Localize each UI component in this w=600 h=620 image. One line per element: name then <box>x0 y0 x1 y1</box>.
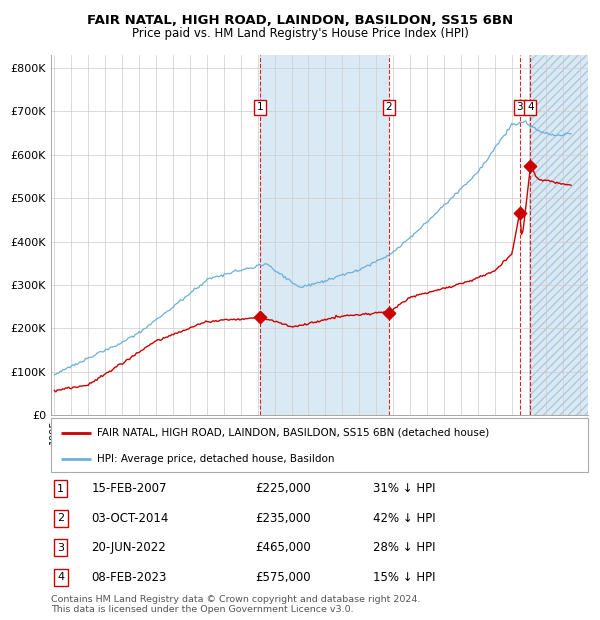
Point <box>384 308 394 318</box>
Text: 2: 2 <box>386 102 392 112</box>
Text: 4: 4 <box>57 572 64 582</box>
Point <box>526 161 535 171</box>
Text: HPI: Average price, detached house, Basildon: HPI: Average price, detached house, Basi… <box>97 453 334 464</box>
Text: £575,000: £575,000 <box>255 571 311 584</box>
Text: FAIR NATAL, HIGH ROAD, LAINDON, BASILDON, SS15 6BN: FAIR NATAL, HIGH ROAD, LAINDON, BASILDON… <box>87 14 513 27</box>
Text: 3: 3 <box>57 542 64 553</box>
FancyBboxPatch shape <box>51 418 588 472</box>
Text: 20-JUN-2022: 20-JUN-2022 <box>91 541 166 554</box>
Text: 15-FEB-2007: 15-FEB-2007 <box>91 482 167 495</box>
Text: 3: 3 <box>517 102 523 112</box>
Bar <box>260 55 389 415</box>
Text: Price paid vs. HM Land Registry's House Price Index (HPI): Price paid vs. HM Land Registry's House … <box>131 27 469 40</box>
Text: 03-OCT-2014: 03-OCT-2014 <box>91 512 169 525</box>
Text: Contains HM Land Registry data © Crown copyright and database right 2024.
This d: Contains HM Land Registry data © Crown c… <box>51 595 421 614</box>
Text: 28% ↓ HPI: 28% ↓ HPI <box>373 541 436 554</box>
Bar <box>530 55 588 415</box>
Text: 31% ↓ HPI: 31% ↓ HPI <box>373 482 436 495</box>
Text: 1: 1 <box>57 484 64 494</box>
Point <box>515 208 524 218</box>
Text: FAIR NATAL, HIGH ROAD, LAINDON, BASILDON, SS15 6BN (detached house): FAIR NATAL, HIGH ROAD, LAINDON, BASILDON… <box>97 428 489 438</box>
Text: £465,000: £465,000 <box>255 541 311 554</box>
Text: £235,000: £235,000 <box>255 512 311 525</box>
Point <box>255 312 265 322</box>
Text: 42% ↓ HPI: 42% ↓ HPI <box>373 512 436 525</box>
Text: 08-FEB-2023: 08-FEB-2023 <box>91 571 167 584</box>
Text: £225,000: £225,000 <box>255 482 311 495</box>
Text: 15% ↓ HPI: 15% ↓ HPI <box>373 571 436 584</box>
Text: 1: 1 <box>256 102 263 112</box>
Text: 4: 4 <box>527 102 534 112</box>
Text: 2: 2 <box>57 513 64 523</box>
